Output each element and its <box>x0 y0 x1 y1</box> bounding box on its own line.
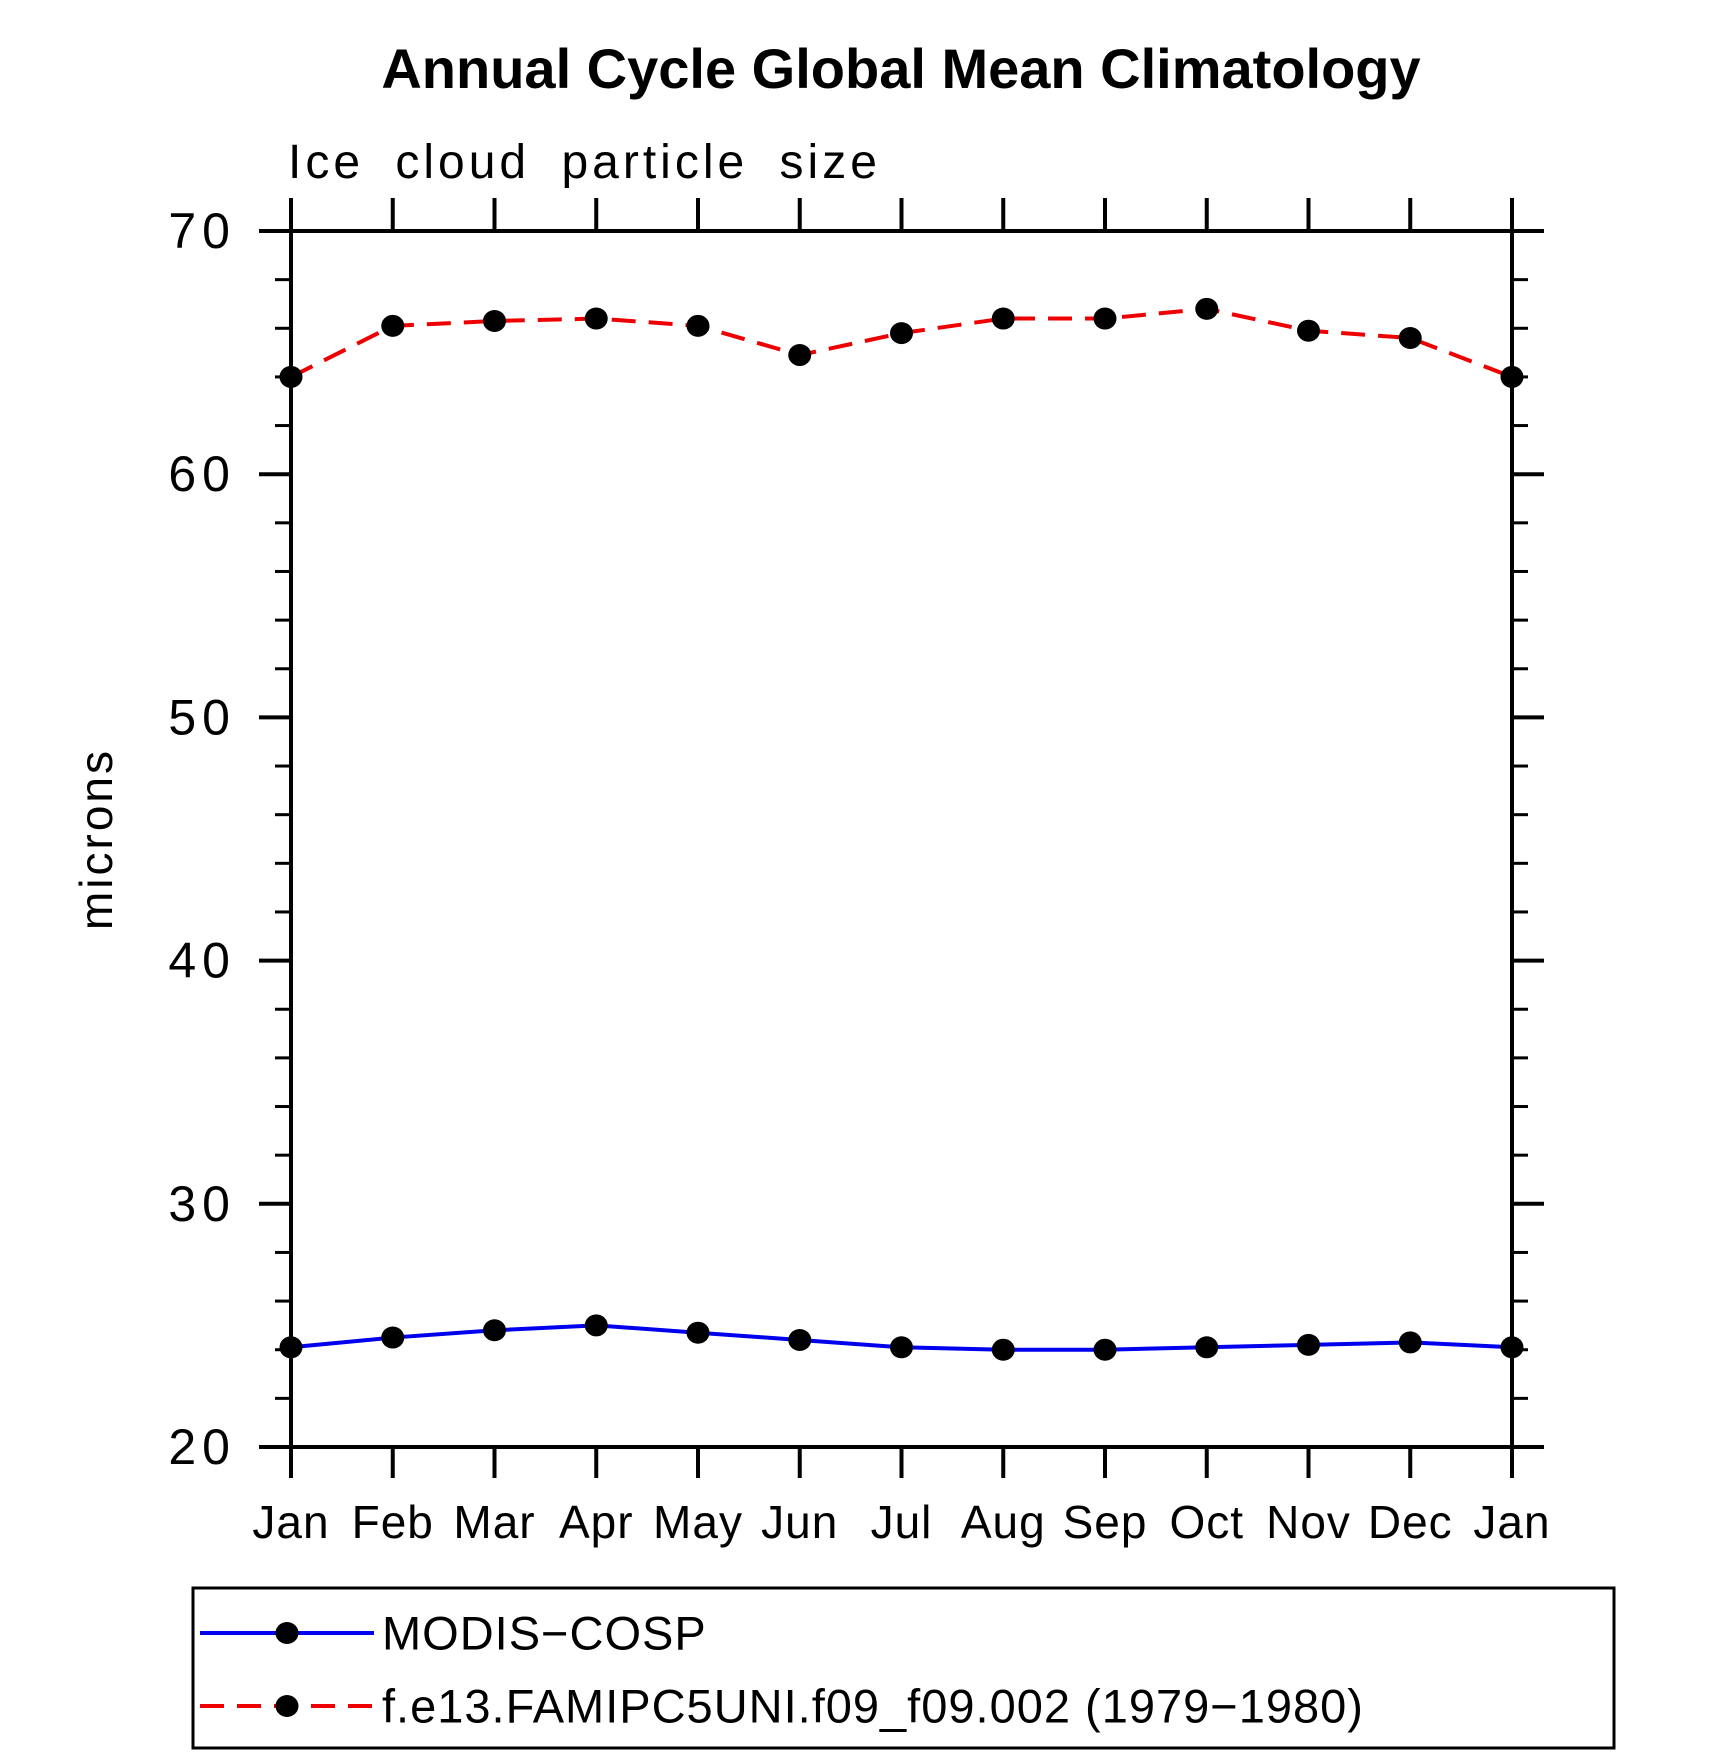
chart-subtitle: Ice cloud particle size <box>288 136 881 189</box>
legend-marker <box>275 1695 299 1717</box>
axis-ticks <box>259 198 1544 1478</box>
data-point-marker <box>1297 1333 1320 1356</box>
x-tick-label: Sep <box>1063 1496 1148 1548</box>
y-tick-labels: 20 30 40 50 60 70 <box>168 203 236 1475</box>
y-tick-label: 30 <box>168 1176 236 1232</box>
data-point-marker <box>991 307 1015 330</box>
data-point-marker <box>1093 307 1117 330</box>
data-point-marker <box>686 1321 710 1344</box>
legend-label: f.e13.FAMIPC5UNI.f09_f09.002 (1979−1980) <box>382 1680 1364 1733</box>
x-tick-label: Nov <box>1266 1496 1351 1548</box>
y-tick-label: 70 <box>168 203 236 259</box>
data-point-marker <box>890 322 913 345</box>
x-tick-label: Jan <box>252 1496 329 1548</box>
x-tick-label: Jan <box>1473 1496 1550 1548</box>
data-point-marker <box>1093 1338 1117 1361</box>
data-point-marker <box>381 314 405 337</box>
y-tick-label: 60 <box>168 446 236 502</box>
data-point-marker <box>584 1314 608 1337</box>
x-tick-label: Dec <box>1368 1496 1453 1548</box>
x-tick-label: Oct <box>1169 1496 1244 1548</box>
y-tick-label: 50 <box>168 689 236 745</box>
data-point-marker <box>788 1328 812 1351</box>
y-tick-label: 20 <box>168 1419 236 1475</box>
data-point-marker <box>890 1336 913 1359</box>
x-tick-label: Jul <box>871 1496 933 1548</box>
x-tick-label: Aug <box>961 1496 1046 1548</box>
legend-box <box>191 1586 1616 1750</box>
x-tick-label: Feb <box>352 1496 434 1548</box>
x-tick-labels: Jan Feb Mar Apr May Jun Jul Aug Sep Oct Nov Dec Jan <box>252 1496 1550 1548</box>
data-point-marker <box>788 344 812 367</box>
y-tick-label: 40 <box>168 933 236 989</box>
data-point-marker <box>1195 297 1219 320</box>
data-series <box>279 297 1524 1361</box>
data-point-marker <box>1195 1336 1219 1359</box>
x-tick-label: Jun <box>761 1496 838 1548</box>
data-point-marker <box>381 1326 405 1349</box>
x-tick-label: May <box>653 1496 743 1548</box>
plot-frame <box>289 229 1514 1449</box>
legend-label: MODIS−COSP <box>382 1607 707 1660</box>
y-axis-label: microns <box>70 748 122 930</box>
legend-entries: MODIS−COSP f.e13.FAMIPC5UNI.f09_f09.002 (… <box>200 1607 1364 1733</box>
x-tick-label: Mar <box>453 1496 535 1548</box>
data-point-marker <box>686 314 710 337</box>
data-point-marker <box>1297 319 1320 342</box>
data-point-marker <box>483 309 506 332</box>
data-point-marker <box>584 307 608 330</box>
data-point-marker <box>1398 327 1422 350</box>
legend-marker <box>275 1622 299 1644</box>
chart-title: Annual Cycle Global Mean Climatology <box>381 37 1420 100</box>
x-tick-label: Apr <box>559 1496 634 1548</box>
data-point-marker <box>1398 1331 1422 1354</box>
data-point-marker <box>483 1319 506 1342</box>
data-point-marker <box>991 1338 1015 1361</box>
